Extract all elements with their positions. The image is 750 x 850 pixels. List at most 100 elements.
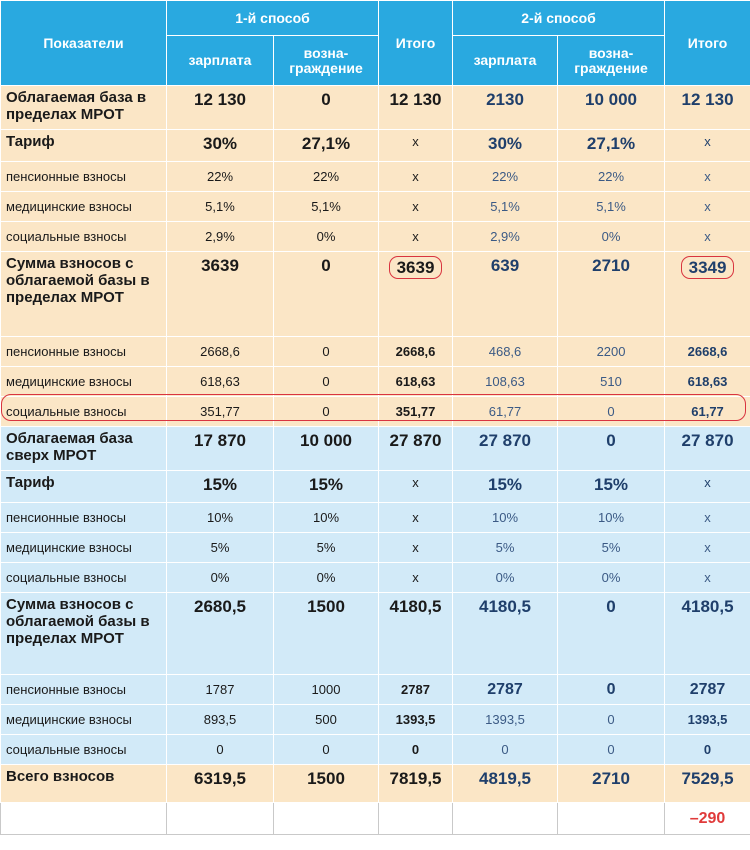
cell-value: x (664, 502, 750, 533)
cell-value: 510 (557, 366, 666, 397)
cell-value: 4180,5 (378, 592, 454, 675)
table-row-total: Всего взносов 6319,5 1500 7819,5 4819,5 … (0, 764, 750, 803)
cell-value: 5,1% (452, 191, 559, 222)
cell-value: x (378, 221, 454, 252)
cell-value: 2130 (452, 85, 559, 130)
empty-cell (166, 802, 274, 835)
cell-value: 22% (452, 161, 559, 192)
cell-value: 12 130 (378, 85, 454, 130)
table-row: пенсионные взносы 2668,6 0 2668,6 468,6 … (0, 336, 750, 367)
cell-value: 2787 (452, 674, 559, 705)
cell-value: 61,77 (452, 396, 559, 427)
cell-value: x (664, 161, 750, 192)
cell-value: 10% (166, 502, 274, 533)
cell-value: x (378, 470, 454, 503)
table-row: социальные взносы 0 0 0 0 0 0 (0, 734, 750, 765)
table-row: Тариф 15% 15% x 15% 15% x (0, 470, 750, 503)
cell-value: 10% (272, 502, 380, 533)
row-label: пенсионные взносы (0, 502, 167, 533)
cell-value: 15% (452, 470, 559, 503)
cell-value: 0 (557, 396, 666, 427)
cell-value: 30% (452, 129, 559, 162)
table-row: медицинские взносы 5,1% 5,1% x 5,1% 5,1%… (0, 191, 750, 222)
row-label: пенсионные взносы (0, 161, 167, 192)
table-row: медицинские взносы 893,5 500 1393,5 1393… (0, 704, 750, 735)
row-label: социальные взносы (0, 221, 167, 252)
cell-value: 4180,5 (452, 592, 559, 675)
row-label: Облагаемая база в пределах МРОТ (0, 85, 167, 130)
cell-value: 0 (272, 396, 380, 427)
cell-value: x (378, 129, 454, 162)
cell-value: 108,63 (452, 366, 559, 397)
cell-value: x (378, 562, 454, 593)
cell-value: 618,63 (166, 366, 274, 397)
cell-value: 0% (166, 562, 274, 593)
cell-value: x (378, 161, 454, 192)
cell-value: 0 (557, 426, 666, 471)
cell-value: 0 (557, 674, 666, 705)
cell-value: 5% (272, 532, 380, 563)
row-label: медицинские взносы (0, 704, 167, 735)
cell-value: 15% (272, 470, 380, 503)
cell-value: 4180,5 (664, 592, 750, 675)
cell-value: 2668,6 (166, 336, 274, 367)
cell-value: 30% (166, 129, 274, 162)
cell-value: 893,5 (166, 704, 274, 735)
cell-value: 10 000 (557, 85, 666, 130)
cell-value: 15% (557, 470, 666, 503)
empty-cell (0, 802, 167, 835)
cell-value: x (664, 470, 750, 503)
cell-value: x (378, 502, 454, 533)
table-row: социальные взносы 2,9% 0% x 2,9% 0% x (0, 221, 750, 252)
cell-value: 5% (166, 532, 274, 563)
cell-value: 6319,5 (166, 764, 274, 803)
header-total-2: Итого (664, 0, 750, 86)
cell-value: 0 (557, 592, 666, 675)
table-row: пенсионные взносы 10% 10% x 10% 10% x (0, 502, 750, 533)
cell-value: 2668,6 (378, 336, 454, 367)
header-salary-2: зарплата (452, 35, 559, 86)
cell-value: 0 (452, 734, 559, 765)
cell-value: 2,9% (452, 221, 559, 252)
cell-value: 468,6 (452, 336, 559, 367)
cell-value: 1393,5 (664, 704, 750, 735)
cell-value: 2,9% (166, 221, 274, 252)
cell-value: 2668,6 (664, 336, 750, 367)
cell-value: 0% (272, 221, 380, 252)
row-label: Тариф (0, 470, 167, 503)
row-label: Тариф (0, 129, 167, 162)
cell-value: x (664, 221, 750, 252)
cell-value: 0 (272, 251, 380, 337)
cell-value: 0% (557, 221, 666, 252)
table-row: социальные взносы 0% 0% x 0% 0% x (0, 562, 750, 593)
cell-value: 1500 (272, 592, 380, 675)
cell-value: 61,77 (664, 396, 750, 427)
header-total-1: Итого (378, 0, 454, 86)
cell-value: 618,63 (664, 366, 750, 397)
cell-value: 639 (452, 251, 559, 337)
table-row: медицинские взносы 618,63 0 618,63 108,6… (0, 366, 750, 397)
table-row: Сумма взносов с облагаемой базы в предел… (0, 251, 750, 337)
cell-value: 17 870 (166, 426, 274, 471)
difference-value: –290 (664, 802, 750, 835)
cell-value: 0 (557, 734, 666, 765)
cell-value: 500 (272, 704, 380, 735)
header-indicators: Показатели (0, 0, 167, 86)
cell-value: 5,1% (272, 191, 380, 222)
row-label: социальные взносы (0, 396, 167, 427)
cell-value: 0 (378, 734, 454, 765)
header-method-1: 1-й способ (165, 0, 380, 36)
row-label: социальные взносы (0, 562, 167, 593)
cell-value: 0% (557, 562, 666, 593)
cell-value: 15% (166, 470, 274, 503)
cell-value: 1393,5 (378, 704, 454, 735)
cell-value: 5% (452, 532, 559, 563)
cell-value: 22% (557, 161, 666, 192)
cell-value: 2710 (557, 764, 666, 803)
empty-cell (272, 802, 380, 835)
cell-value: x (378, 532, 454, 563)
cell-value: 2200 (557, 336, 666, 367)
cell-value: 0% (272, 562, 380, 593)
cell-value: 2787 (664, 674, 750, 705)
